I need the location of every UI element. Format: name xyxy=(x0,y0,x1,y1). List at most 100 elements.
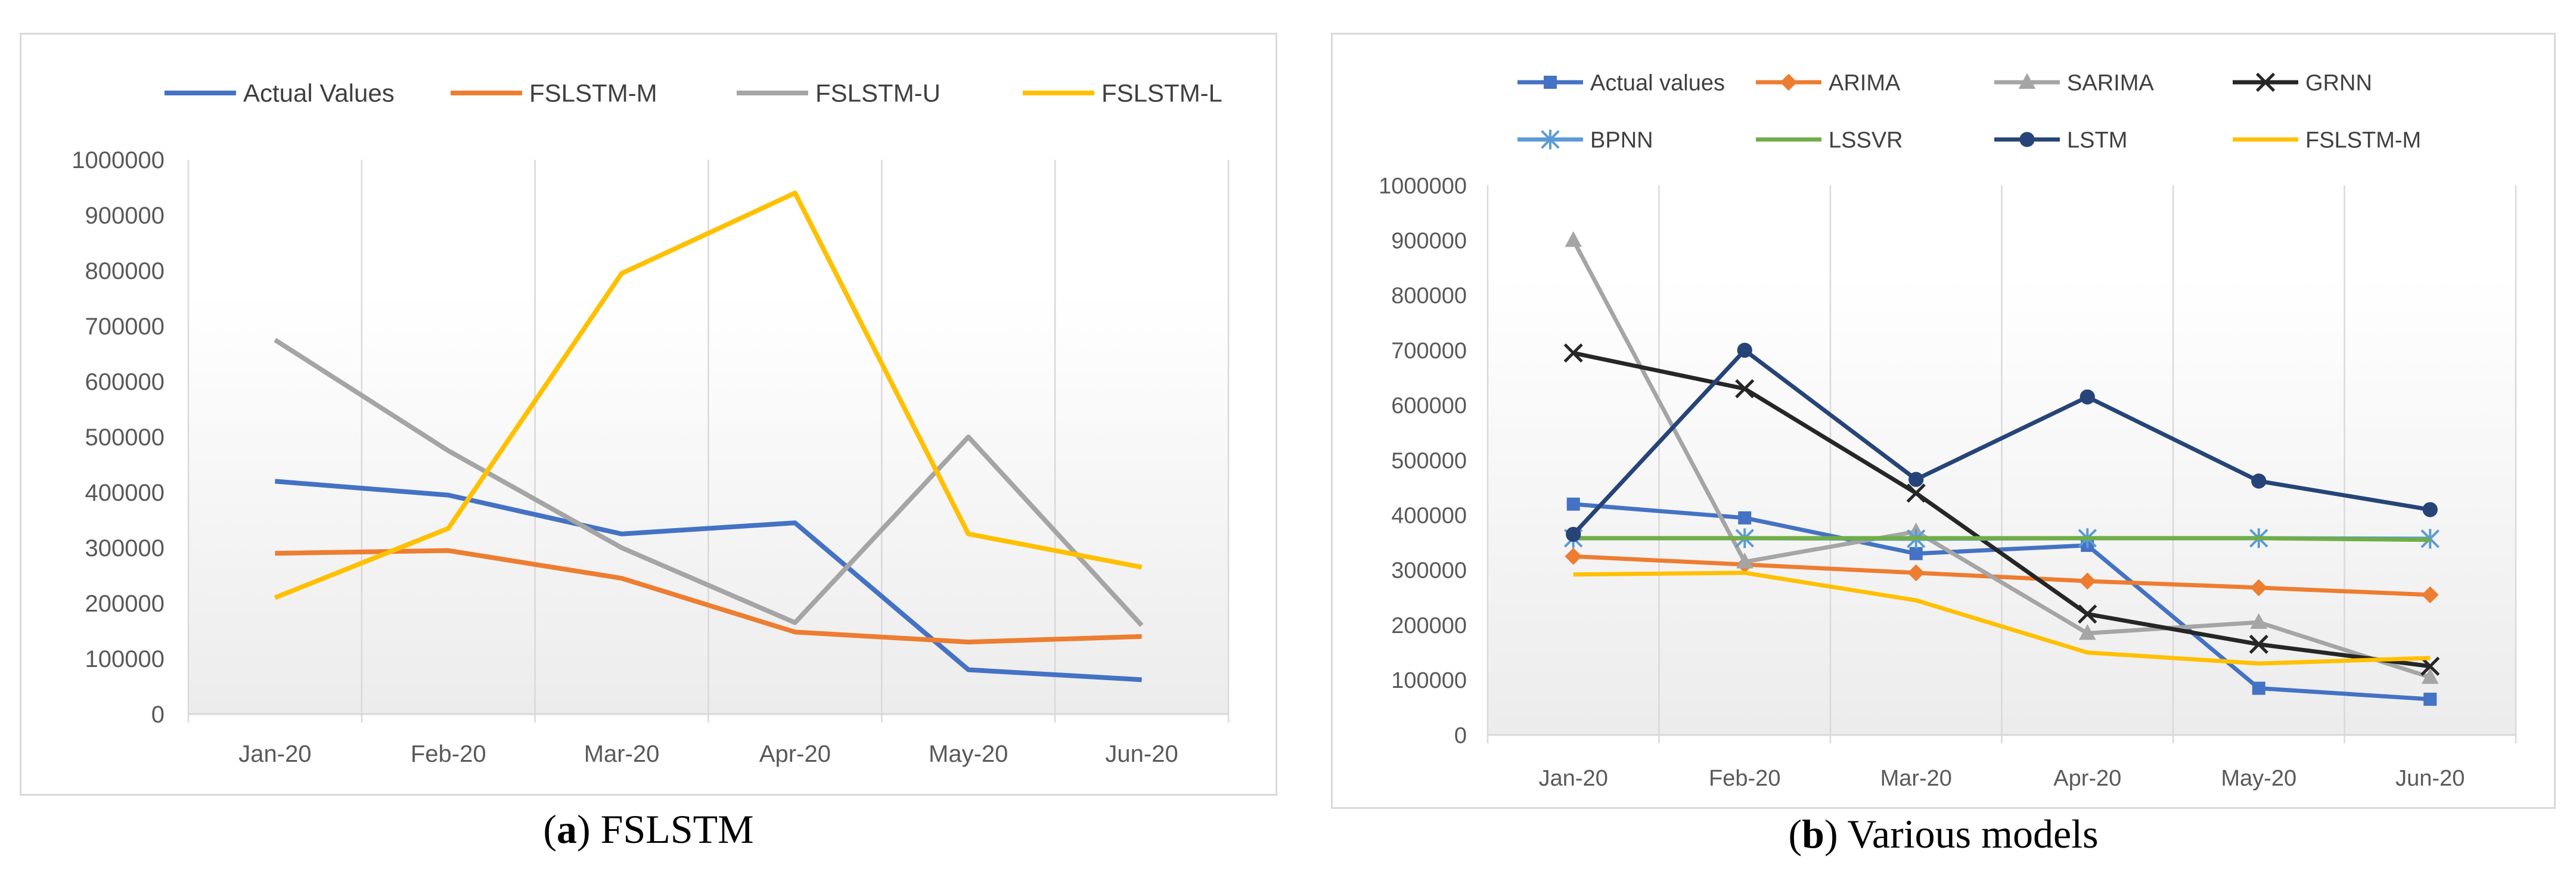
chart-b-point-grnn xyxy=(1906,483,1926,503)
chart-a-y-tick-label: 700000 xyxy=(85,314,165,340)
chart-b-point-actual-values xyxy=(2252,681,2265,695)
chart-a-x-tick-label: Mar-20 xyxy=(584,741,660,767)
chart-a-line-actual-values xyxy=(275,479,1142,683)
chart-b-legend-label: ARIMA xyxy=(1829,70,1901,95)
chart-b-point-lstm xyxy=(1908,471,1924,487)
chart-b-legend-label: BPNN xyxy=(1590,128,1653,153)
chart-b-legend-marker xyxy=(1780,73,1798,91)
chart-b-point-lstm xyxy=(2251,473,2267,489)
chart-b-series-lssvr xyxy=(1573,536,2431,542)
chart-b-legend-label: LSTM xyxy=(2067,128,2127,153)
chart-b-y-tick-label: 400000 xyxy=(1391,504,1467,529)
chart-b-x-tick-label: May-20 xyxy=(2221,766,2296,791)
chart-a-y-tick-label: 1000000 xyxy=(72,147,165,173)
chart-a-y-tick-label: 100000 xyxy=(85,646,165,672)
chart-b-point-arima xyxy=(2421,586,2439,604)
chart-b-line-arima xyxy=(1573,554,2431,597)
chart-b-point-sarima xyxy=(2250,613,2268,629)
chart-b-legend-item-actual-values: Actual values xyxy=(1517,70,1725,95)
chart-a-x-tick-label: Apr-20 xyxy=(759,741,831,767)
chart-a-line-fslstm-m xyxy=(275,548,1142,645)
chart-b-svg: 0 100000 200000 300000 400000 500000 600000 700… xyxy=(1379,70,2517,791)
chart-a-y-tick-label: 800000 xyxy=(85,258,165,284)
chart-b-legend-marker xyxy=(2255,72,2276,92)
chart-b-y-tick-label: 200000 xyxy=(1391,613,1467,638)
chart-b-x-tick-label: Jan-20 xyxy=(1539,766,1608,791)
chart-b-point-sarima xyxy=(1736,553,1753,569)
chart-b-point-grnn xyxy=(2420,656,2440,676)
chart-a-x-tick-label: May-20 xyxy=(929,741,1008,767)
chart-b-legend-label: FSLSTM-M xyxy=(2305,128,2421,153)
chart-b-point-arima xyxy=(2078,572,2096,590)
chart-a-legend-item-fslstm-u: FSLSTM-U xyxy=(737,79,941,107)
chart-b-point-actual-values xyxy=(1909,547,1923,560)
chart-a-series-fslstm-u xyxy=(274,337,1144,627)
chart-b-y-tick-label: 0 xyxy=(1454,723,1467,748)
caption-a: (a) FSLSTM xyxy=(543,806,754,852)
chart-b-line-sarima xyxy=(1571,239,2431,680)
chart-b-line-fslstm-m xyxy=(1573,570,2431,666)
chart-b-series-arima xyxy=(1565,548,2439,604)
chart-a-y-tick-label: 900000 xyxy=(85,203,165,229)
chart-b-point-lstm xyxy=(2422,502,2438,517)
chart-b-point-actual-values xyxy=(2423,693,2437,706)
chart-a-y-tick-label: 500000 xyxy=(85,424,165,451)
chart-a-series-fslstm-m xyxy=(275,548,1142,645)
chart-a-x-tick-label: Jun-20 xyxy=(1105,741,1178,767)
chart-a-legend-label: FSLSTM-M xyxy=(529,79,657,107)
chart-b-line-lssvr xyxy=(1573,536,2431,542)
chart-b-y-tick-label: 1000000 xyxy=(1379,173,1467,198)
chart-b-x-tick-label: Apr-20 xyxy=(2053,766,2121,791)
chart-b-point-grnn xyxy=(2249,634,2268,654)
chart-b-legend-label: GRNN xyxy=(2305,70,2372,95)
chart-b-point-sarima xyxy=(2078,624,2096,640)
chart-a-y-tick-label: 600000 xyxy=(85,369,165,395)
chart-b-legend-marker xyxy=(2018,73,2036,89)
chart-b-point-lstm xyxy=(1737,342,1752,358)
chart-a-y-tick-label: 0 xyxy=(151,702,165,728)
chart-b-legend-label: Actual values xyxy=(1590,70,1725,95)
chart-a-legend-item-fslstm-m: FSLSTM-M xyxy=(451,79,657,107)
chart-b-point-sarima xyxy=(2421,668,2439,684)
chart-b-legend-item-bpnn: BPNN xyxy=(1517,128,1653,153)
chart-b-point-arima xyxy=(2250,579,2268,597)
chart-b-line-actual-values xyxy=(1573,502,2431,702)
chart-panel-b: 0 100000 200000 300000 400000 500000 600000 700… xyxy=(1331,33,2556,809)
chart-b-point-actual-values xyxy=(1566,497,1580,511)
chart-a-legend-label: FSLSTM-L xyxy=(1101,79,1222,107)
chart-b-y-tick-label: 700000 xyxy=(1391,339,1467,364)
chart-b-legend-item-arima: ARIMA xyxy=(1756,70,1901,95)
chart-b-point-arima xyxy=(1565,548,1582,565)
chart-b-line-lstm xyxy=(1572,348,2431,536)
chart-b-legend-label: LSSVR xyxy=(1829,128,1903,153)
chart-a-legend-item-actual-values: Actual Values xyxy=(165,79,395,107)
chart-a-legend-label: FSLSTM-U xyxy=(815,79,941,107)
chart-b-point-actual-values xyxy=(1738,511,1752,525)
caption-b: (b) Various models xyxy=(1788,811,2099,857)
chart-b-series-fslstm-m xyxy=(1573,570,2431,666)
chart-a-series-fslstm-l xyxy=(274,190,1143,600)
chart-b-legend-item-fslstm-m: FSLSTM-M xyxy=(2233,128,2421,153)
chart-b-x-tick-label: Jun-20 xyxy=(2395,766,2465,791)
chart-a-legend-label: Actual Values xyxy=(243,79,395,107)
chart-b-legend-item-lstm: LSTM xyxy=(1994,128,2127,153)
chart-b-legend-item-sarima: SARIMA xyxy=(1994,70,2154,95)
chart-b-y-tick-label: 100000 xyxy=(1391,668,1467,693)
chart-b-y-tick-label: 600000 xyxy=(1391,393,1467,418)
chart-b-y-tick-label: 900000 xyxy=(1391,229,1467,254)
chart-a-y-tick-label: 300000 xyxy=(85,535,165,562)
chart-b-point-lstm xyxy=(2080,389,2095,405)
chart-b-point-sarima xyxy=(1565,231,1582,247)
chart-b-legend-label: SARIMA xyxy=(2067,70,2154,95)
chart-b-x-tick-label: Feb-20 xyxy=(1709,766,1780,791)
chart-a-line-fslstm-u xyxy=(274,337,1144,627)
chart-b-legend-marker xyxy=(1544,76,1557,89)
chart-b-legend-item-grnn: GRNN xyxy=(2233,70,2372,95)
chart-a-x-tick-label: Feb-20 xyxy=(411,741,486,767)
chart-b-y-tick-label: 500000 xyxy=(1391,448,1467,473)
chart-panel-a: 0 100000 200000 300000 400000 500000 600000 700… xyxy=(20,33,1277,796)
chart-a-series-actual-values xyxy=(275,479,1142,683)
chart-b-legend-item-lssvr: LSSVR xyxy=(1756,128,1903,153)
chart-a-y-tick-label: 200000 xyxy=(85,591,165,617)
chart-b-x-tick-label: Mar-20 xyxy=(1880,766,1952,791)
